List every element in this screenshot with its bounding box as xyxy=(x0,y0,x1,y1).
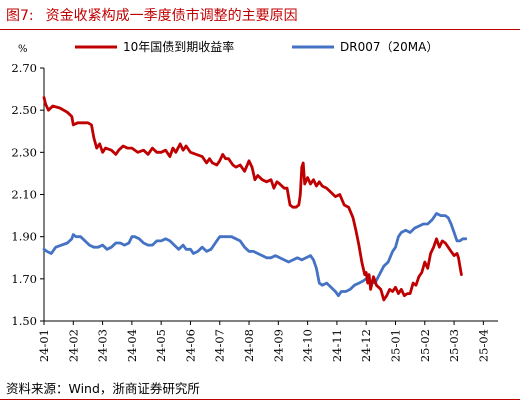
y-tick-label: 1.50 xyxy=(11,314,37,328)
x-tick-label: 24-07 xyxy=(213,329,227,362)
x-tick-label: 24-03 xyxy=(96,329,110,362)
bottom-divider xyxy=(0,399,520,400)
chart-legend: 10年国债到期收益率 DR007（20MA） xyxy=(75,39,438,54)
y-tick-label: 1.70 xyxy=(11,272,37,286)
x-tick-label: 24-08 xyxy=(242,329,256,362)
x-tick-label: 25-04 xyxy=(476,329,490,362)
figure-label: 图7: xyxy=(6,8,34,24)
y-axis-unit: % xyxy=(18,44,28,55)
x-tick-label: 24-06 xyxy=(183,329,197,362)
x-tick-label: 24-02 xyxy=(66,329,80,362)
y-tick-label: 2.30 xyxy=(11,145,37,159)
source-note: 资料来源：Wind，浙商证券研究所 xyxy=(6,381,200,396)
x-tick-label: 25-02 xyxy=(418,329,432,362)
x-tick-label: 24-04 xyxy=(125,329,139,362)
y-axis: 1.50 1.70 1.90 2.10 2.30 2.50 2.70% xyxy=(11,44,45,328)
series-line-10y-yield xyxy=(42,96,463,302)
series-line-dr007 xyxy=(42,212,468,298)
title-divider xyxy=(0,29,520,30)
x-tick-label: 25-01 xyxy=(388,329,402,362)
legend-label-dr007: DR007（20MA） xyxy=(340,40,438,54)
x-tick-label: 24-09 xyxy=(271,329,285,362)
y-tick-label: 2.50 xyxy=(11,103,37,117)
x-tick-label: 25-03 xyxy=(447,329,461,362)
figure-title: 图7: 资金收紧构成一季度债市调整的主要原因 xyxy=(6,5,298,25)
x-tick-label: 24-05 xyxy=(154,329,168,362)
x-tick-label: 24-11 xyxy=(330,329,344,362)
x-tick-label: 24-12 xyxy=(359,329,373,362)
legend-label-10y-yield: 10年国债到期收益率 xyxy=(123,39,234,54)
y-tick-label: 1.90 xyxy=(11,230,37,244)
series-layer xyxy=(42,96,468,302)
x-axis: 24-01 24-02 24-03 24-04 24-05 24-06 24-07 24-08… xyxy=(37,320,498,362)
x-tick-label: 24-01 xyxy=(37,329,51,362)
x-tick-label: 24-10 xyxy=(301,329,315,362)
y-tick-label: 2.10 xyxy=(11,188,37,202)
y-tick-label: 2.70 xyxy=(11,61,37,75)
figure-title-text: 资金收紧构成一季度债市调整的主要原因 xyxy=(45,8,298,24)
